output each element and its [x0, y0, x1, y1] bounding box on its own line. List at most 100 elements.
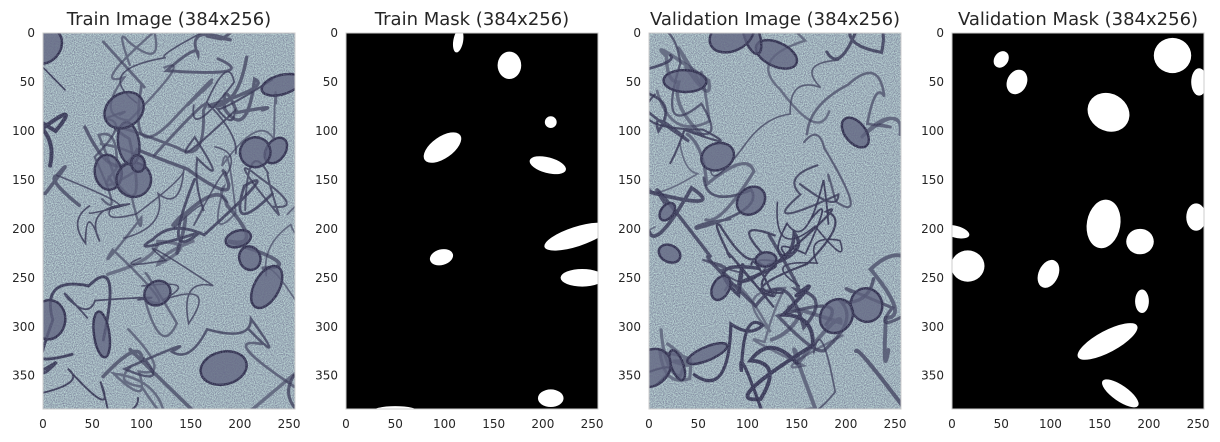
- y-tick-label: 0: [330, 26, 338, 40]
- mask-blob: [560, 268, 598, 287]
- y-tick-label: 100: [315, 124, 338, 138]
- mask-blob: [993, 51, 1009, 68]
- x-tick-label: 0: [948, 417, 956, 431]
- mask-blob: [1186, 203, 1204, 231]
- y-tick-label: 50: [323, 75, 338, 89]
- axes-frame: [951, 32, 1205, 410]
- y-tick-label: 350: [618, 369, 641, 383]
- mask-blob: [529, 156, 566, 175]
- x-tick-label: 150: [1088, 417, 1111, 431]
- x-tick-label: 0: [39, 417, 47, 431]
- mask-background: [952, 33, 1204, 409]
- mask-blob: [1153, 37, 1192, 74]
- x-tick-label: 200: [834, 417, 857, 431]
- x-tick-label: 50: [994, 417, 1009, 431]
- mask-blob: [1126, 228, 1154, 255]
- x-tick-label: 200: [228, 417, 251, 431]
- y-tick-label: 250: [12, 271, 35, 285]
- x-tick-label: 0: [645, 417, 653, 431]
- y-tick-label: 300: [12, 320, 35, 334]
- y-tick-label: 200: [315, 222, 338, 236]
- tick-labels: 0 50 100 150 200 250 0 50 100 150 200 250 300 350: [315, 26, 603, 431]
- mask-blob: [1086, 199, 1121, 249]
- image-area: [43, 33, 295, 409]
- y-tick-label: 100: [12, 124, 35, 138]
- mask-blob: [1087, 92, 1130, 132]
- y-tick-label: 150: [921, 173, 944, 187]
- mask-background: [346, 33, 598, 409]
- tick-labels: 0 50 100 150 200 250 0 50 100 150 200 250 300 350: [921, 26, 1209, 431]
- y-tick-label: 150: [315, 173, 338, 187]
- y-tick-label: 250: [921, 271, 944, 285]
- micrograph-texture: [649, 33, 901, 409]
- x-tick-label: 250: [581, 417, 604, 431]
- micrograph-texture: [43, 33, 295, 409]
- panel-title: Train Mask (384x256): [374, 9, 569, 30]
- mask-blob: [952, 225, 970, 239]
- panel-title: Validation Mask (384x256): [958, 9, 1198, 30]
- y-tick-label: 350: [12, 369, 35, 383]
- x-tick-label: 0: [342, 417, 350, 431]
- mask-blob: [374, 406, 416, 409]
- x-tick-label: 150: [482, 417, 505, 431]
- y-tick-label: 300: [315, 320, 338, 334]
- x-tick-label: 250: [884, 417, 907, 431]
- mask-blob: [537, 389, 564, 408]
- image-area: [952, 33, 1204, 409]
- mask-blob: [423, 132, 462, 163]
- x-tick-label: 100: [736, 417, 759, 431]
- mask-blob: [497, 51, 522, 80]
- y-tick-label: 100: [618, 124, 641, 138]
- x-tick-label: 200: [1137, 417, 1160, 431]
- x-tick-label: 150: [179, 417, 202, 431]
- image-area: [649, 33, 901, 409]
- y-tick-label: 100: [921, 124, 944, 138]
- x-tick-label: 200: [531, 417, 554, 431]
- mask-blob: [544, 116, 557, 128]
- y-tick-label: 200: [618, 222, 641, 236]
- y-tick-label: 0: [936, 26, 944, 40]
- x-tick-label: 150: [785, 417, 808, 431]
- mask-blob: [1191, 68, 1204, 96]
- y-tick-label: 0: [27, 26, 35, 40]
- panel-title: Train Image (384x256): [66, 9, 271, 30]
- mask-blob: [544, 222, 598, 251]
- mask-blob: [452, 33, 464, 53]
- image-area: [346, 33, 598, 409]
- mask-blob: [429, 249, 454, 266]
- panel-train-image: Train Image (384x256) 0 50 100 150 200 250 0 50…: [12, 9, 300, 431]
- y-tick-label: 150: [12, 173, 35, 187]
- mask-blob: [952, 250, 985, 282]
- x-tick-label: 50: [691, 417, 706, 431]
- y-tick-label: 0: [633, 26, 641, 40]
- y-tick-label: 50: [929, 75, 944, 89]
- x-tick-label: 50: [85, 417, 100, 431]
- x-tick-label: 250: [1187, 417, 1210, 431]
- axes-frame: [648, 32, 902, 410]
- y-tick-label: 200: [12, 222, 35, 236]
- y-tick-label: 250: [618, 271, 641, 285]
- x-tick-label: 50: [388, 417, 403, 431]
- x-tick-label: 250: [278, 417, 301, 431]
- tick-labels: 0 50 100 150 200 250 0 50 100 150 200 250 300 350: [618, 26, 906, 431]
- y-tick-label: 300: [618, 320, 641, 334]
- axes-frame: [42, 32, 296, 410]
- y-tick-label: 50: [626, 75, 641, 89]
- panel-title: Validation Image (384x256): [650, 9, 900, 30]
- y-tick-label: 50: [20, 75, 35, 89]
- y-tick-label: 150: [618, 173, 641, 187]
- axes-frame: [345, 32, 599, 410]
- x-tick-label: 100: [433, 417, 456, 431]
- mask-blob: [1077, 323, 1138, 360]
- mask-blob: [1102, 379, 1139, 408]
- y-tick-label: 350: [921, 369, 944, 383]
- panel-validation-mask: Validation Mask (384x256) 0 50 100 150 200 25…: [921, 9, 1209, 431]
- x-tick-label: 100: [1039, 417, 1062, 431]
- mask-blob: [1037, 259, 1060, 288]
- mask-blob: [1135, 289, 1149, 314]
- tick-labels: 0 50 100 150 200 250 0 50 100 150 200 250 300 350: [12, 26, 300, 431]
- y-tick-label: 250: [315, 271, 338, 285]
- mask-blob: [1006, 69, 1028, 95]
- y-tick-label: 350: [315, 369, 338, 383]
